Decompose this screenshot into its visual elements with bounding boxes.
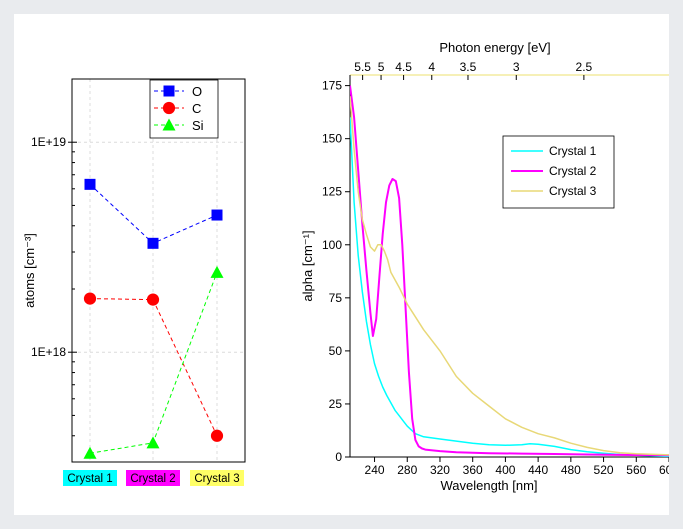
right-chart: 0 25 50 75 100 125 150 175 240 280 320 360 400 440 480…	[300, 40, 679, 493]
x-tick-label: 480	[561, 463, 581, 477]
top-tick-label: 4	[428, 60, 435, 74]
series-line-crystal-2	[350, 85, 669, 457]
top-tick-label: 3.5	[460, 60, 477, 74]
data-point-si	[146, 436, 160, 449]
x-tick-label: 360	[463, 463, 483, 477]
category-label-background	[190, 470, 244, 486]
top-axis-label: Photon energy [eV]	[439, 40, 550, 55]
top-tick-label: 5	[378, 60, 385, 74]
legend-marker	[162, 101, 176, 115]
y-tick-label: 125	[322, 185, 342, 199]
data-point-c	[146, 293, 160, 306]
top-tick-label: 5.5	[354, 60, 371, 74]
legend-label: O	[192, 84, 202, 99]
category-label-background	[63, 470, 117, 486]
legend-label: Crystal 1	[549, 144, 597, 158]
data-point-c	[83, 292, 97, 305]
left-chart: 1E+19 1E+18 atoms [cm⁻³] Crystal 1 Crystal 2…	[22, 78, 246, 486]
data-point-o	[84, 178, 96, 190]
y-tick-label: 25	[329, 397, 343, 411]
plot-frame	[71, 78, 246, 463]
x-tick-label: 560	[626, 463, 646, 477]
data-point-si	[210, 265, 224, 278]
y-tick-label: 150	[322, 132, 342, 146]
y-axis-label: atoms [cm⁻³]	[22, 233, 37, 308]
x-tick-label: 440	[528, 463, 548, 477]
y-tick-label: 50	[329, 344, 343, 358]
top-tick-label: 3	[513, 60, 520, 74]
top-tick-label: 4.5	[395, 60, 412, 74]
series-line-crystal-3	[350, 96, 669, 456]
x-tick-label: 240	[365, 463, 385, 477]
legend-marker	[162, 118, 176, 131]
top-tick-label: 2.5	[576, 60, 593, 74]
y-tick-label: 1E+18	[31, 345, 66, 359]
data-point-si	[83, 446, 97, 459]
figure-svg: 1E+19 1E+18 atoms [cm⁻³] Crystal 1 Crystal 2…	[22, 40, 679, 493]
data-point-c	[210, 429, 224, 442]
legend-box	[149, 79, 219, 139]
figure: 1E+19 1E+18 atoms [cm⁻³] Crystal 1 Crystal 2…	[14, 14, 679, 515]
y-tick-label: 175	[322, 79, 342, 93]
legend-label: Si	[192, 118, 204, 133]
x-tick-label: 280	[397, 463, 417, 477]
legend-label: Crystal 3	[549, 184, 597, 198]
series-line-crystal-1	[350, 117, 669, 457]
x-tick-label: 600	[659, 463, 669, 477]
y-tick-label: 1E+19	[31, 135, 66, 149]
legend-label: Crystal 2	[549, 164, 597, 178]
data-point-o	[211, 209, 223, 221]
category-label: Crystal 3	[194, 473, 239, 485]
x-tick-label: 520	[594, 463, 614, 477]
category-label: Crystal 2	[130, 473, 175, 485]
legend-label: C	[192, 101, 201, 116]
y-tick-label: 100	[322, 238, 342, 252]
category-label-background	[126, 470, 180, 486]
y-tick-label: 0	[335, 450, 342, 464]
legend-marker	[163, 85, 175, 97]
category-label: Crystal 1	[67, 473, 112, 485]
x-axis-label: Wavelength [nm]	[440, 478, 537, 493]
x-tick-label: 400	[495, 463, 515, 477]
x-tick-label: 320	[430, 463, 450, 477]
y-tick-label: 75	[329, 291, 343, 305]
data-point-o	[147, 237, 159, 249]
y-axis-label: alpha [cm⁻¹]	[300, 230, 315, 301]
